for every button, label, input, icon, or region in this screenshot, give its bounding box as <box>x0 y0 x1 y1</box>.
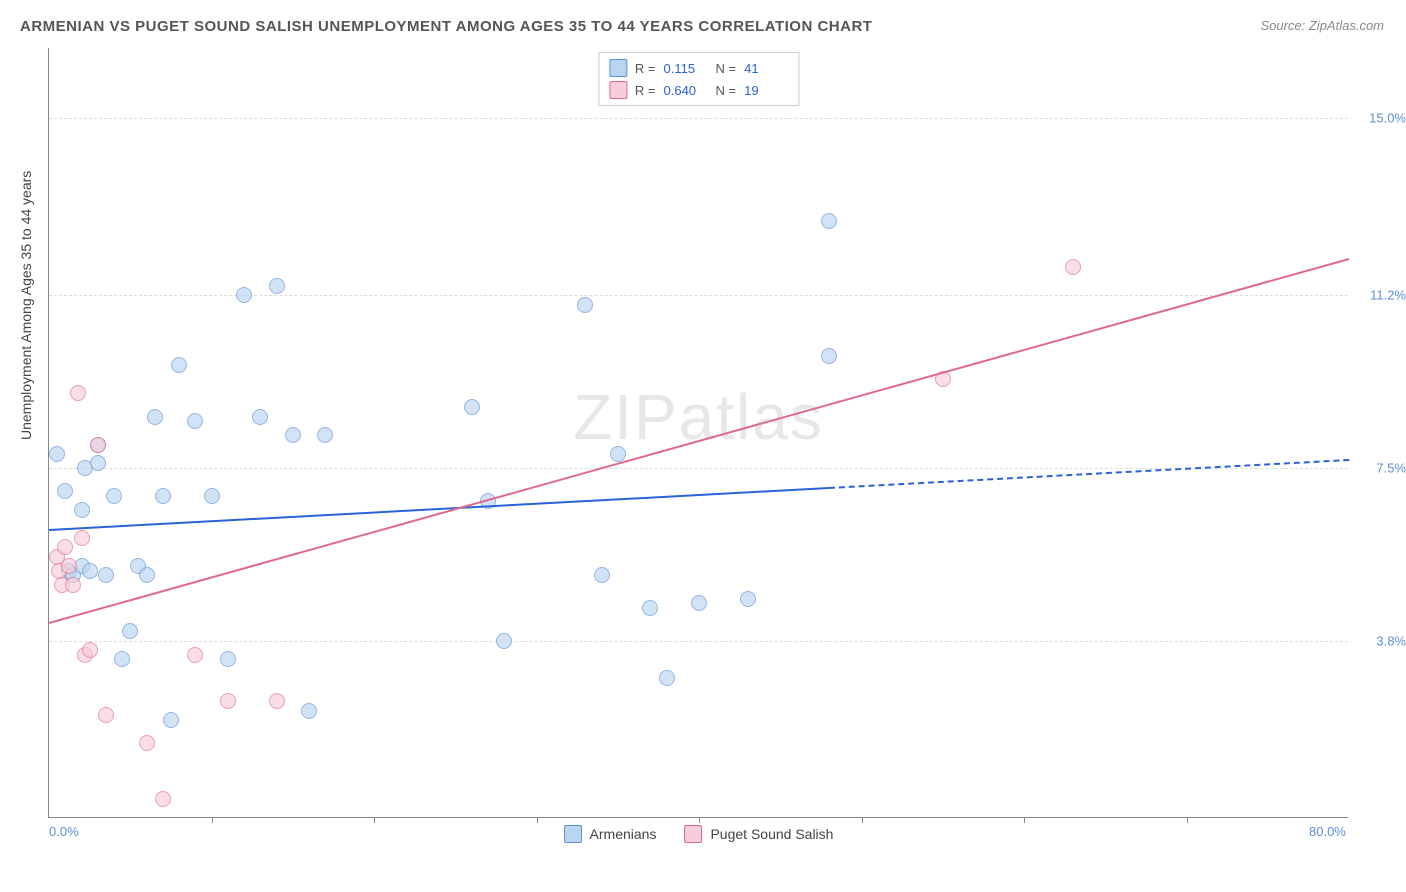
series-name: Armenians <box>590 826 657 842</box>
y-axis-label: Unemployment Among Ages 35 to 44 years <box>18 171 34 440</box>
data-point <box>70 385 86 401</box>
x-tick-label: 0.0% <box>49 824 79 839</box>
source-label: Source: ZipAtlas.com <box>1260 18 1384 33</box>
data-point <box>236 287 252 303</box>
chart-title: ARMENIAN VS PUGET SOUND SALISH UNEMPLOYM… <box>20 18 872 35</box>
data-point <box>691 595 707 611</box>
data-point <box>301 703 317 719</box>
legend-item: Puget Sound Salish <box>684 825 833 843</box>
data-point <box>122 623 138 639</box>
data-point <box>171 357 187 373</box>
x-tick <box>537 817 538 823</box>
legend-stats-row: R = 0.640 N = 19 <box>609 79 788 101</box>
data-point <box>98 707 114 723</box>
data-point <box>285 427 301 443</box>
swatch-icon <box>564 825 582 843</box>
swatch-icon <box>684 825 702 843</box>
watermark-prefix: ZIP <box>573 381 679 453</box>
data-point <box>577 297 593 313</box>
x-tick <box>1187 817 1188 823</box>
r-label: R = <box>635 61 656 76</box>
data-point <box>464 399 480 415</box>
data-point <box>139 567 155 583</box>
plot-area: ZIPatlas R = 0.115 N = 41 R = 0.640 N = … <box>48 48 1348 818</box>
x-tick <box>862 817 863 823</box>
data-point <box>594 567 610 583</box>
r-value: 0.640 <box>664 83 708 98</box>
n-label: N = <box>716 83 737 98</box>
data-point <box>57 539 73 555</box>
data-point <box>90 455 106 471</box>
legend-stats: R = 0.115 N = 41 R = 0.640 N = 19 <box>598 52 799 106</box>
data-point <box>821 348 837 364</box>
data-point <box>98 567 114 583</box>
y-tick-label: 11.2% <box>1370 288 1406 303</box>
n-label: N = <box>716 61 737 76</box>
x-tick <box>699 817 700 823</box>
legend-stats-row: R = 0.115 N = 41 <box>609 57 788 79</box>
trend-line <box>49 258 1350 624</box>
gridline <box>49 641 1348 642</box>
watermark-suffix: atlas <box>679 381 824 453</box>
legend-item: Armenians <box>564 825 657 843</box>
x-tick <box>1024 817 1025 823</box>
data-point <box>821 213 837 229</box>
data-point <box>252 409 268 425</box>
trend-line-extrapolated <box>829 459 1349 489</box>
data-point <box>610 446 626 462</box>
data-point <box>163 712 179 728</box>
y-tick-label: 15.0% <box>1369 111 1406 126</box>
data-point <box>74 502 90 518</box>
data-point <box>269 278 285 294</box>
n-value: 19 <box>744 83 788 98</box>
data-point <box>106 488 122 504</box>
data-point <box>155 488 171 504</box>
data-point <box>187 647 203 663</box>
data-point <box>57 483 73 499</box>
swatch-icon <box>609 81 627 99</box>
x-tick <box>374 817 375 823</box>
data-point <box>74 530 90 546</box>
data-point <box>642 600 658 616</box>
data-point <box>61 558 77 574</box>
data-point <box>82 642 98 658</box>
data-point <box>49 446 65 462</box>
data-point <box>90 437 106 453</box>
series-name: Puget Sound Salish <box>710 826 833 842</box>
legend-series: Armenians Puget Sound Salish <box>564 825 834 843</box>
data-point <box>114 651 130 667</box>
data-point <box>155 791 171 807</box>
n-value: 41 <box>744 61 788 76</box>
data-point <box>204 488 220 504</box>
correlation-chart: ARMENIAN VS PUGET SOUND SALISH UNEMPLOYM… <box>0 0 1406 892</box>
data-point <box>82 563 98 579</box>
data-point <box>317 427 333 443</box>
data-point <box>65 577 81 593</box>
data-point <box>659 670 675 686</box>
data-point <box>269 693 285 709</box>
data-point <box>496 633 512 649</box>
r-value: 0.115 <box>664 61 708 76</box>
data-point <box>220 651 236 667</box>
x-tick <box>212 817 213 823</box>
data-point <box>1065 259 1081 275</box>
data-point <box>740 591 756 607</box>
x-tick-label: 80.0% <box>1309 824 1346 839</box>
y-tick-label: 3.8% <box>1376 633 1406 648</box>
y-tick-label: 7.5% <box>1376 461 1406 476</box>
data-point <box>139 735 155 751</box>
data-point <box>187 413 203 429</box>
data-point <box>220 693 236 709</box>
gridline <box>49 118 1348 119</box>
data-point <box>147 409 163 425</box>
r-label: R = <box>635 83 656 98</box>
swatch-icon <box>609 59 627 77</box>
